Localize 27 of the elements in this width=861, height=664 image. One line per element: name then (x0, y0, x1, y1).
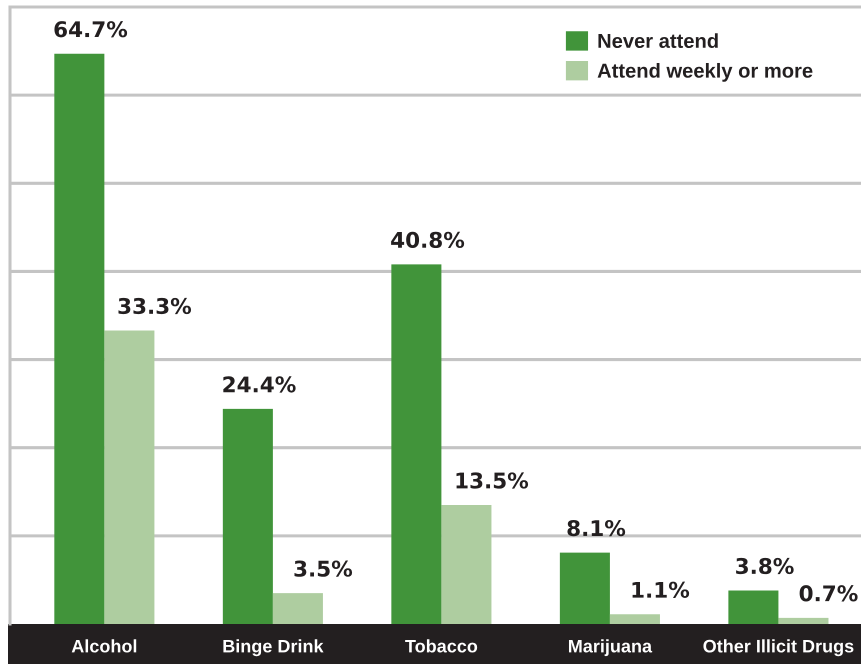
bar (441, 505, 492, 624)
x-tick-label: Other Illicit Drugs (703, 639, 854, 656)
bar (778, 618, 828, 624)
x-tick-label: Alcohol (72, 639, 136, 653)
data-label: 3.5% (294, 560, 352, 577)
data-label: 3.8% (736, 558, 794, 574)
data-label: 64.7% (54, 21, 128, 38)
data-label: 13.5% (456, 472, 528, 489)
bar (104, 330, 154, 624)
bar (728, 590, 778, 624)
bar (391, 264, 442, 624)
x-tick-label: Tobacco (405, 639, 478, 653)
bar (560, 552, 610, 624)
data-label: 0.7% (800, 585, 858, 602)
legend-label: Attend weekly or more (598, 62, 812, 82)
data-label: 24.4% (223, 376, 296, 393)
data-label: 1.1% (632, 582, 690, 598)
data-label: 33.3% (118, 298, 192, 314)
x-tick-label: Binge Drink (223, 639, 324, 656)
data-label: 40.8% (391, 232, 464, 248)
x-tick-label: Marijuana (568, 639, 652, 656)
legend-label: Never attend (598, 33, 718, 48)
bar (272, 593, 323, 624)
bar (222, 408, 273, 624)
bar (54, 54, 104, 624)
data-label: 8.1% (567, 520, 626, 536)
bar (610, 614, 660, 624)
